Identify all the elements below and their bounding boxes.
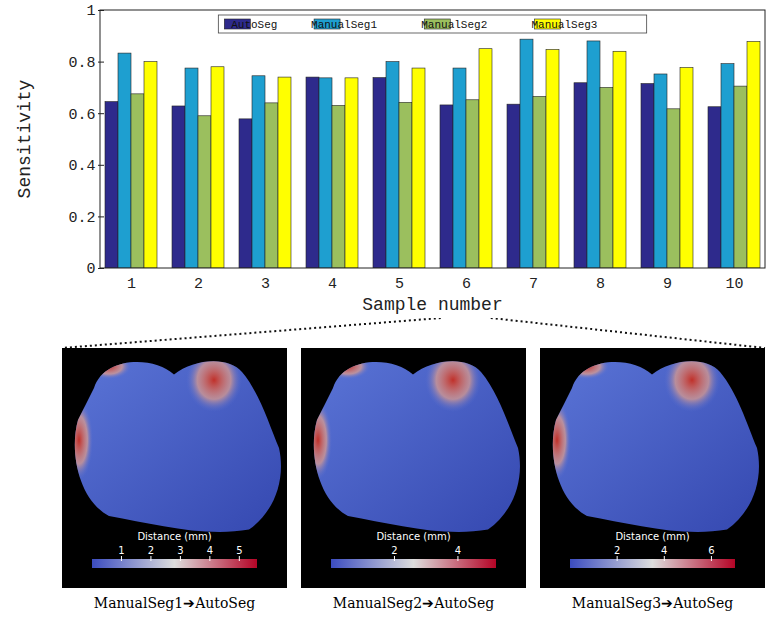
svg-text:1: 1 (127, 276, 136, 293)
svg-text:0.4: 0.4 (68, 158, 95, 175)
svg-text:ManualSeg1: ManualSeg1 (311, 19, 377, 31)
svg-text:8: 8 (596, 276, 605, 293)
svg-text:ManualSeg2➔AutoSeg: ManualSeg2➔AutoSeg (333, 595, 494, 611)
svg-text:10: 10 (725, 276, 743, 293)
svg-text:9: 9 (663, 276, 672, 293)
svg-text:4: 4 (661, 545, 667, 556)
svg-text:4: 4 (207, 545, 213, 556)
svg-text:Sensitivity: Sensitivity (15, 79, 35, 198)
svg-text:ManualSeg2: ManualSeg2 (421, 19, 487, 31)
svg-text:5: 5 (395, 276, 404, 293)
svg-text:1: 1 (118, 545, 124, 556)
svg-text:0.2: 0.2 (68, 210, 95, 227)
svg-text:0.8: 0.8 (68, 55, 95, 72)
svg-text:0: 0 (86, 261, 95, 278)
svg-text:Distance (mm): Distance (mm) (137, 531, 211, 542)
svg-text:Distance (mm): Distance (mm) (376, 531, 450, 542)
svg-text:0.6: 0.6 (68, 107, 95, 124)
svg-text:2: 2 (194, 276, 203, 293)
svg-text:2: 2 (614, 545, 620, 556)
svg-text:4: 4 (455, 545, 461, 556)
svg-text:ManualSeg3: ManualSeg3 (531, 19, 597, 31)
svg-text:Sample number: Sample number (362, 295, 502, 315)
svg-text:2: 2 (391, 545, 397, 556)
svg-text:7: 7 (529, 276, 538, 293)
svg-text:3: 3 (261, 276, 270, 293)
svg-text:ManualSeg1➔AutoSeg: ManualSeg1➔AutoSeg (94, 595, 255, 611)
svg-text:ManualSeg3➔AutoSeg: ManualSeg3➔AutoSeg (572, 595, 733, 611)
svg-text:2: 2 (148, 545, 154, 556)
svg-text:AutoSeg: AutoSeg (231, 19, 277, 31)
svg-text:Distance (mm): Distance (mm) (615, 531, 689, 542)
svg-text:1: 1 (86, 3, 95, 20)
svg-text:6: 6 (462, 276, 471, 293)
svg-text:6: 6 (708, 545, 714, 556)
svg-text:5: 5 (236, 545, 242, 556)
svg-text:4: 4 (328, 276, 337, 293)
svg-text:3: 3 (177, 545, 183, 556)
